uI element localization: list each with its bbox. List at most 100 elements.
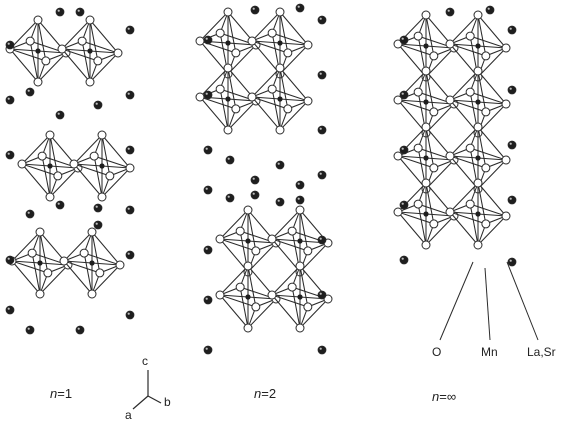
oxygen-atom [393,39,403,49]
oxygen-atom [33,77,43,87]
oxygen-atom [85,15,95,25]
la-sr-atom [203,35,213,45]
la-sr-atom [5,40,15,50]
perovskite-slab [215,205,333,333]
axis-c-label: c [142,354,148,368]
oxygen-atom [481,107,491,117]
mn-atom [245,238,251,244]
oxygen-atom [421,122,431,132]
oxygen-atom [473,240,483,250]
mn-atom [423,43,429,49]
legend-pointer-lines [439,261,539,341]
oxygen-atom [223,125,233,135]
oxygen-atom [215,84,225,94]
mno6-octahedron [247,63,313,135]
oxygen-atom [303,96,313,106]
la-sr-atom [295,3,305,13]
legend-pointer [439,261,474,341]
oxygen-atom [97,192,107,202]
oxygen-atom [465,143,475,153]
la-sr-atom [317,235,327,245]
mn-atom [423,99,429,105]
perovskite-slab [7,227,125,299]
mn-atom [423,211,429,217]
oxygen-atom [93,56,103,66]
oxygen-atom [215,234,225,244]
oxygen-atom [303,302,313,312]
oxygen-atom [465,87,475,97]
oxygen-atom [275,63,285,73]
mn-atom [475,99,481,105]
la-sr-atom [93,220,103,230]
oxygen-atom [87,227,97,237]
la-sr-atom [93,203,103,213]
label-n1: n=1 [50,386,73,401]
oxygen-atom [421,66,431,76]
la-sr-atom [317,170,327,180]
oxygen-atom [445,39,455,49]
la-sr-atom [125,205,135,215]
la-sr-atom [250,190,260,200]
axis-arrow [147,395,162,404]
oxygen-atom [413,31,423,41]
la-sr-atom [399,255,409,265]
oxygen-atom [295,323,305,333]
la-sr-atom [399,145,409,155]
oxygen-atom [445,95,455,105]
legend-pointer [506,261,539,341]
mn-atom [37,260,43,266]
la-sr-atom [507,140,517,150]
la-sr-atom [317,70,327,80]
la-sr-atom [507,25,517,35]
oxygen-atom [481,219,491,229]
mno6-octahedron [445,178,511,250]
oxygen-atom [235,282,245,292]
oxygen-atom [413,199,423,209]
mno6-octahedron [69,130,135,202]
oxygen-atom [113,48,123,58]
oxygen-atom [303,246,313,256]
la-sr-atom [317,345,327,355]
mn-atom [475,43,481,49]
la-sr-atom [25,209,35,219]
oxygen-atom [429,51,439,61]
la-sr-atom [55,7,65,17]
oxygen-atom [53,171,63,181]
axis-arrow [132,395,149,410]
oxygen-atom [267,234,277,244]
la-sr-atom [25,325,35,335]
mn-atom [89,260,95,266]
axis-a-label: a [125,408,132,422]
oxygen-atom [45,192,55,202]
oxygen-atom [37,151,47,161]
oxygen-atom [223,63,233,73]
oxygen-atom [243,323,253,333]
mn-atom [475,211,481,217]
la-sr-atom [5,95,15,105]
la-sr-atom [93,100,103,110]
legend-manganese-label: Mn [481,345,498,359]
la-sr-atom [203,90,213,100]
oxygen-atom [283,48,293,58]
label-n2: n=2 [254,386,277,401]
oxygen-atom [295,261,305,271]
la-sr-atom [75,7,85,17]
perovskite-slab [195,7,313,135]
la-sr-atom [250,5,260,15]
legend-cation-label: La,Sr [527,345,556,359]
perovskite-slab [393,10,511,250]
la-sr-atom [295,180,305,190]
mn-atom [277,96,283,102]
la-sr-atom [317,15,327,25]
la-sr-atom [125,25,135,35]
oxygen-atom [195,92,205,102]
oxygen-atom [215,28,225,38]
oxygen-atom [97,130,107,140]
oxygen-atom [79,248,89,258]
la-sr-atom [507,257,517,267]
oxygen-atom [429,163,439,173]
la-sr-atom [203,295,213,305]
la-sr-atom [55,110,65,120]
oxygen-atom [243,261,253,271]
